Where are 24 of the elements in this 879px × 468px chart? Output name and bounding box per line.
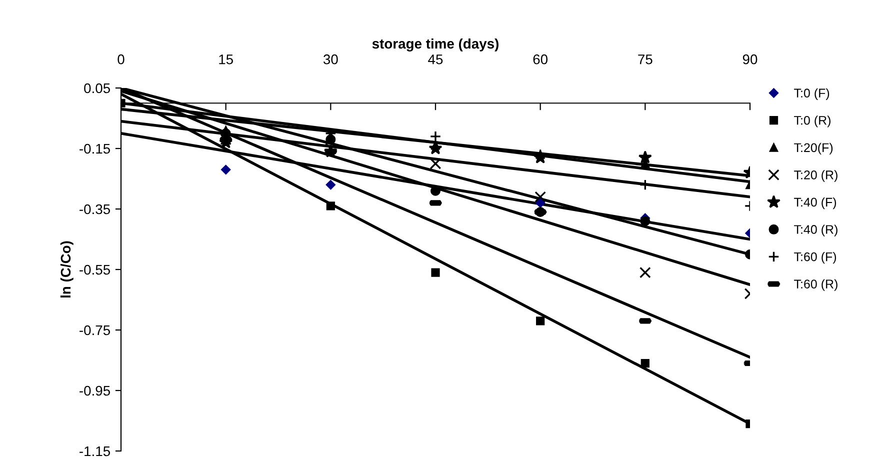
y-tick-label: -0.35 bbox=[80, 204, 110, 214]
y-tick-label: -0.15 bbox=[80, 144, 110, 154]
x-tick-label: 15 bbox=[219, 54, 233, 64]
y-tick-label: -0.55 bbox=[80, 264, 110, 275]
legend-label: T:60 (F) bbox=[794, 252, 836, 264]
legend-label: T:40 (F) bbox=[794, 197, 836, 210]
x-tick-label: 30 bbox=[323, 54, 338, 64]
x-tick-label: 0 bbox=[118, 54, 124, 64]
x-tick-label: 60 bbox=[533, 54, 548, 64]
x-axis-title: storage time (days) bbox=[372, 38, 498, 52]
y-tick-label: -0.95 bbox=[80, 386, 110, 396]
x-tick-label: 90 bbox=[742, 54, 758, 64]
y-tick-label: -0.75 bbox=[80, 325, 110, 336]
legend-label: T:0 (F) bbox=[794, 88, 830, 100]
y-tick-label: 0.05 bbox=[84, 83, 110, 94]
legend-label: T:0 (R) bbox=[794, 116, 830, 128]
legend-label: T:20 (R) bbox=[794, 170, 838, 182]
legend-label: T:20(F) bbox=[794, 142, 833, 155]
legend-label: T:40 (R) bbox=[794, 224, 838, 236]
x-tick-label: 45 bbox=[428, 54, 443, 64]
y-axis-title: ln (C/Co) bbox=[60, 241, 74, 298]
y-tick-label: -1.15 bbox=[80, 446, 110, 456]
legend-label: T:60 (R) bbox=[794, 279, 838, 291]
x-tick-label: 75 bbox=[638, 54, 652, 64]
